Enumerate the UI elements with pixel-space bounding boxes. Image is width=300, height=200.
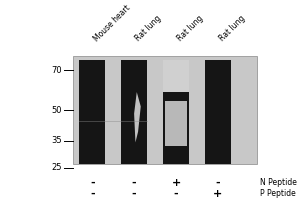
Bar (165, 101, 187, 146)
Text: -: - (90, 189, 94, 199)
Bar (79, 60, 106, 164)
Text: Rat lung: Rat lung (218, 14, 247, 43)
Text: 25: 25 (51, 163, 62, 172)
Text: Rat lung: Rat lung (134, 14, 164, 43)
Text: -: - (174, 189, 178, 199)
Bar (205, 60, 231, 164)
Text: Rat lung: Rat lung (176, 14, 205, 43)
FancyBboxPatch shape (73, 56, 257, 164)
Polygon shape (134, 92, 141, 142)
Text: Mouse heart: Mouse heart (92, 3, 132, 43)
Text: -: - (132, 189, 136, 199)
Text: +: + (171, 178, 181, 188)
Bar (163, 60, 189, 164)
Text: 70: 70 (51, 66, 62, 75)
Text: 50: 50 (51, 106, 62, 115)
Bar (163, 60, 189, 92)
Text: 35: 35 (51, 136, 62, 145)
Text: -: - (90, 178, 94, 188)
Text: +: + (213, 189, 223, 199)
Bar (121, 60, 147, 164)
Text: -: - (132, 178, 136, 188)
Text: -: - (216, 178, 220, 188)
Text: P Peptide: P Peptide (260, 189, 296, 198)
Text: N Peptide: N Peptide (260, 178, 297, 187)
